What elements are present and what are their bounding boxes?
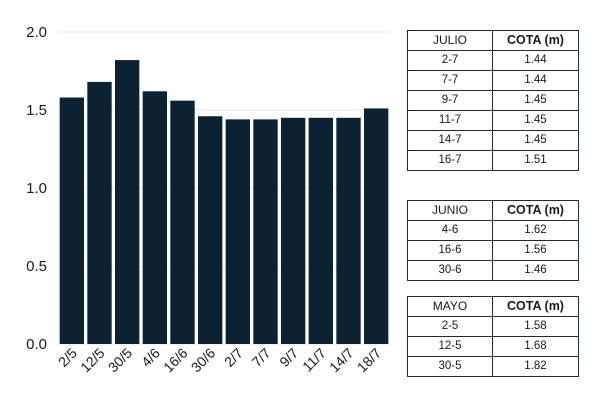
value-cell: 1.82 (492, 356, 579, 377)
bar (59, 97, 85, 345)
table-junio: JUNIO COTA (m) 4-6 1.62 16-6 1.56 30-6 1.46 (407, 200, 579, 281)
value-cell: 1.45 (492, 90, 579, 111)
cota-header: COTA (m) (492, 296, 579, 317)
x-tick-label: 30/5 (105, 345, 136, 376)
date-cell: 30-5 (407, 356, 493, 377)
x-tick-label: 16/6 (160, 345, 191, 376)
bar (253, 119, 278, 344)
y-tick-label: 1.0 (26, 180, 47, 197)
y-tick-label: 0.5 (26, 258, 47, 275)
date-cell: 7-7 (407, 70, 493, 91)
table-row: 16-6 1.56 (407, 240, 579, 261)
value-cell: 1.44 (492, 50, 579, 71)
value-cell: 1.68 (492, 336, 579, 357)
table-row: 2-7 1.44 (407, 50, 579, 71)
table-row: 30-6 1.46 (407, 260, 579, 281)
value-cell: 1.45 (492, 130, 579, 151)
x-tick-label: 18/7 (354, 345, 385, 376)
table-row: 7-7 1.44 (407, 70, 579, 91)
y-tick-label: 1.5 (26, 102, 47, 119)
bar (197, 116, 223, 345)
bar-chart: 0.0 0.5 1.0 1.5 2.0 2/512/530/5 4/616/630/6 2/7… (26, 24, 390, 376)
table-header-row: JUNIO COTA (m) (407, 200, 579, 221)
value-cell: 1.44 (492, 70, 579, 91)
cota-header: COTA (m) (492, 200, 579, 221)
month-header: MAYO (407, 296, 493, 317)
table-header-row: JULIO COTA (m) (407, 30, 579, 51)
x-tick-label: 11/7 (299, 345, 329, 375)
table-row: 4-6 1.62 (407, 220, 579, 241)
table-mayo: MAYO COTA (m) 2-5 1.58 12-5 1.68 30-5 1.82 (407, 296, 579, 377)
table-header-row: MAYO COTA (m) (407, 296, 579, 317)
bar (142, 91, 168, 344)
table-julio: JULIO COTA (m) 2-7 1.44 7-7 1.44 9-7 1.45 1… (407, 30, 579, 171)
x-tick-label: 12/5 (77, 345, 108, 376)
table-row: 14-7 1.45 (407, 130, 579, 151)
x-tick-label: 2/5 (55, 345, 80, 370)
value-cell: 1.51 (492, 150, 579, 171)
value-cell: 1.62 (492, 220, 579, 241)
date-cell: 9-7 (407, 90, 493, 111)
bar (280, 117, 306, 344)
value-cell: 1.46 (492, 260, 579, 281)
table-row: 2-5 1.58 (407, 316, 579, 337)
table-row: 12-5 1.68 (407, 336, 579, 357)
table-row: 11-7 1.45 (407, 110, 579, 131)
bar (363, 108, 389, 344)
date-cell: 16-6 (407, 240, 493, 261)
date-cell: 12-5 (407, 336, 493, 357)
month-header: JUNIO (407, 200, 493, 221)
value-cell: 1.58 (492, 316, 579, 337)
month-header: JULIO (407, 30, 493, 51)
table-row: 9-7 1.45 (407, 90, 579, 111)
bar (170, 100, 195, 344)
y-tick-label: 2.0 (26, 24, 47, 41)
table-row: 16-7 1.51 (407, 150, 579, 171)
bar (308, 117, 334, 344)
date-cell: 2-7 (407, 50, 493, 71)
cota-header: COTA (m) (492, 30, 579, 51)
value-cell: 1.56 (492, 240, 579, 261)
bar (225, 119, 251, 344)
date-cell: 2-5 (407, 316, 493, 337)
bar (336, 117, 361, 344)
date-cell: 14-7 (407, 130, 493, 151)
x-tick-label: 9/7 (276, 345, 301, 370)
x-tick-label: 2/7 (221, 345, 246, 370)
x-tick-label: 4/6 (138, 345, 163, 370)
date-cell: 16-7 (407, 150, 493, 171)
date-cell: 11-7 (407, 110, 493, 131)
x-tick-label: 7/7 (249, 345, 274, 370)
x-tick-label: 30/6 (188, 345, 219, 376)
x-tick-label: 14/7 (326, 345, 357, 376)
bar (114, 60, 140, 345)
table-row: 30-5 1.82 (407, 356, 579, 377)
date-cell: 30-6 (407, 260, 493, 281)
y-tick-label: 0.0 (26, 336, 47, 353)
bar (87, 81, 112, 345)
date-cell: 4-6 (407, 220, 493, 241)
value-cell: 1.45 (492, 110, 579, 131)
